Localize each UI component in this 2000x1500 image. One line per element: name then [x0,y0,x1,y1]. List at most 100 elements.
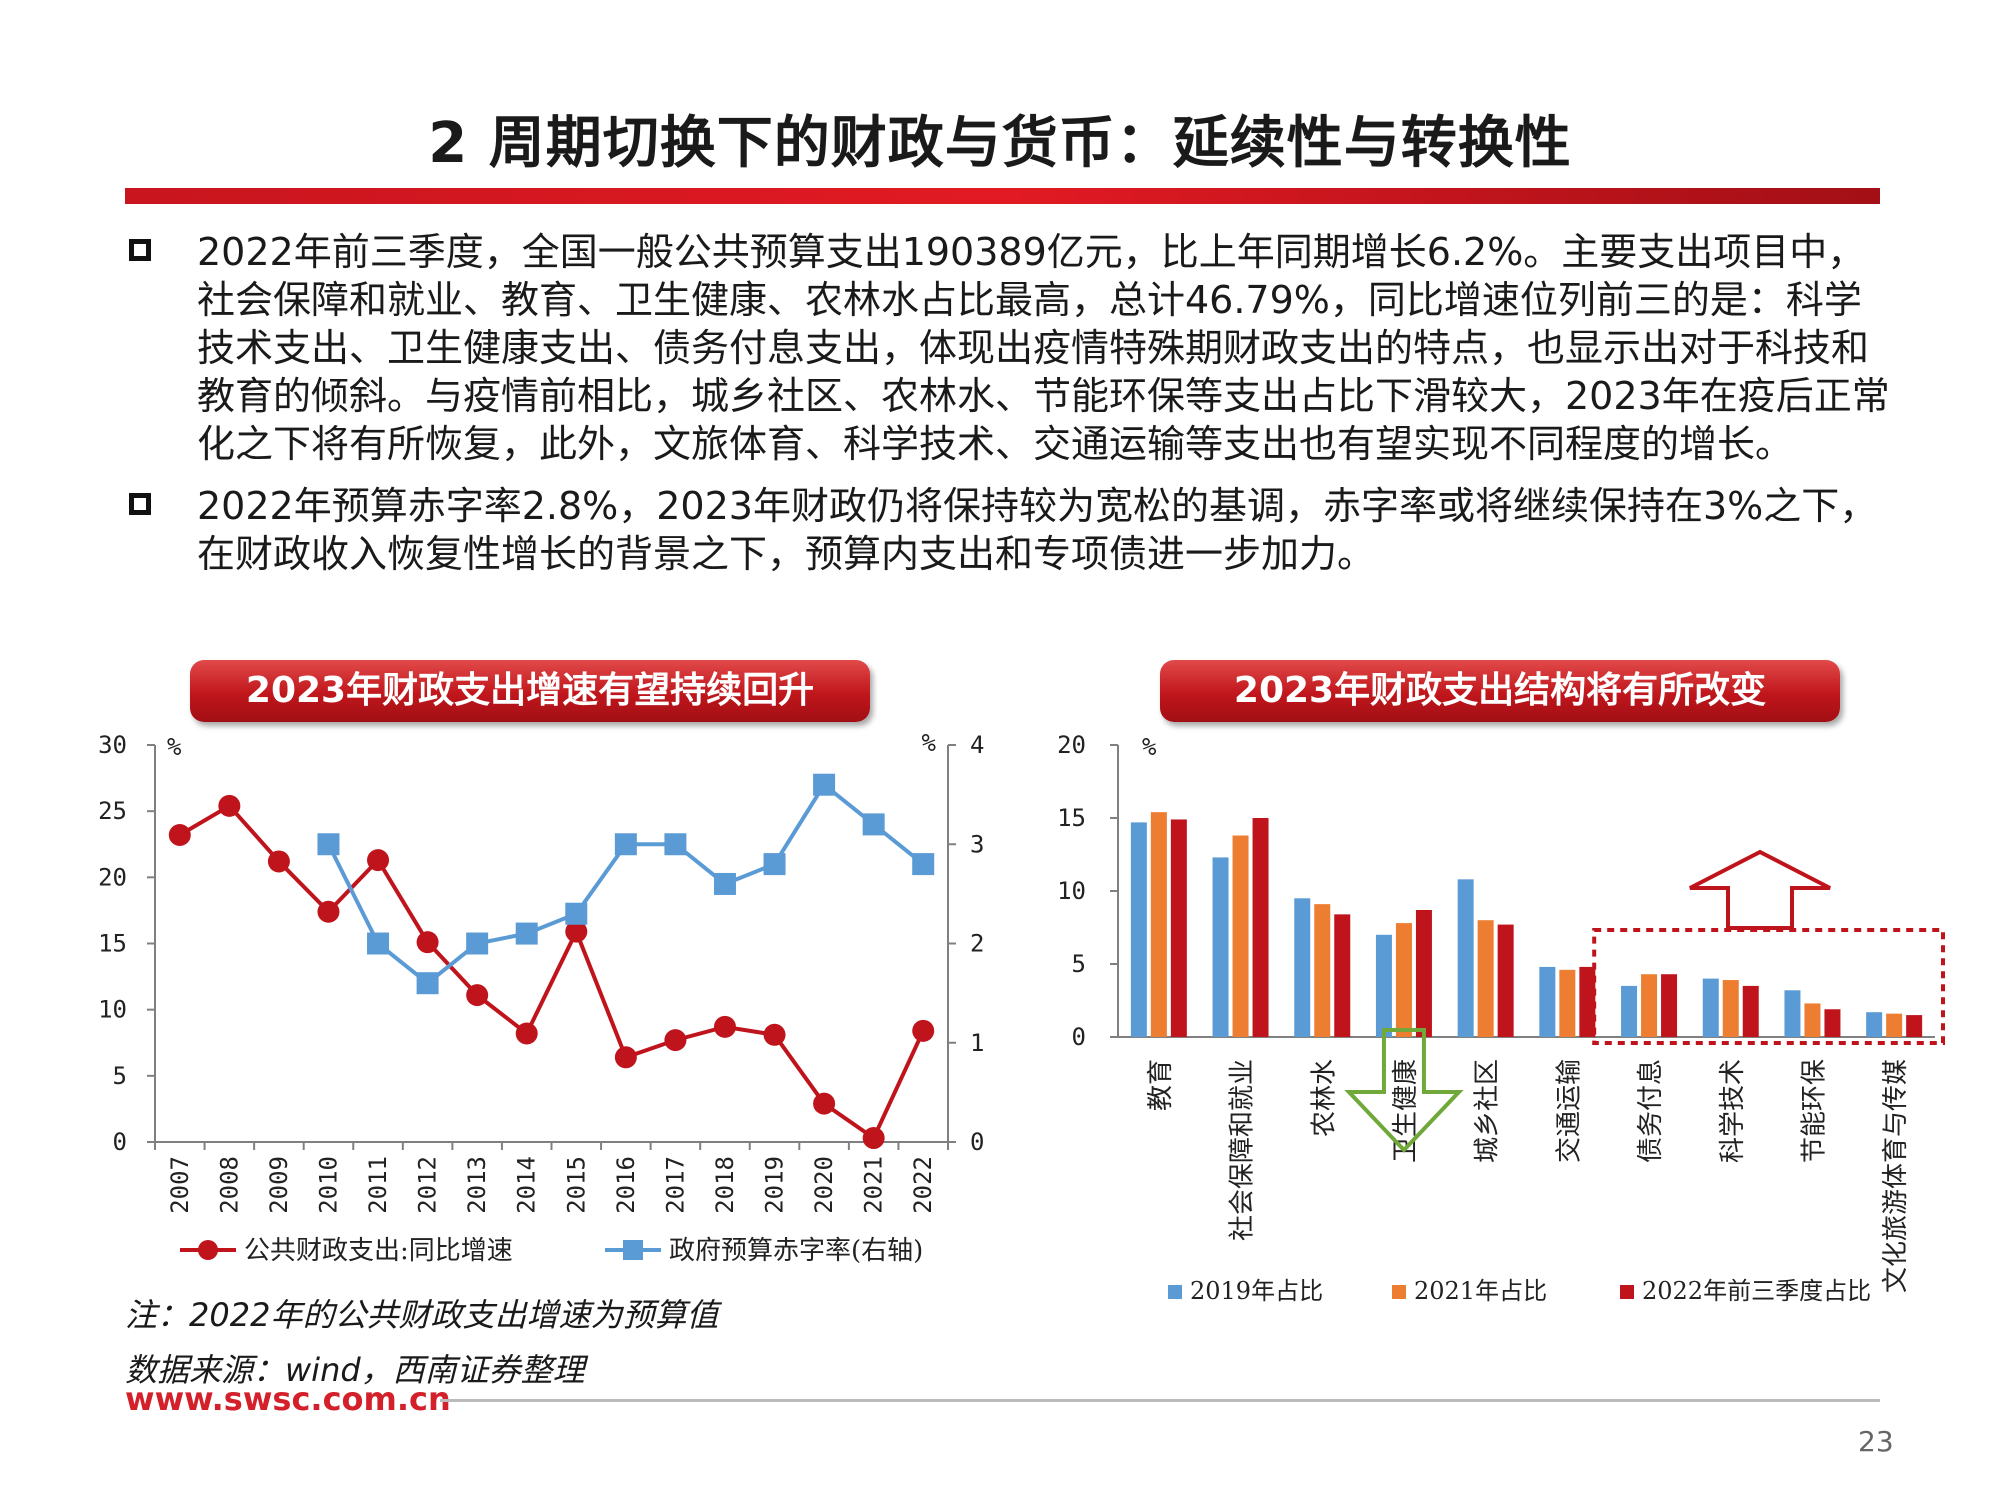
data-point [664,833,687,856]
data-point [466,984,489,1007]
data-point [912,853,935,876]
legend-label: 2021年占比 [1414,1277,1547,1305]
data-point [713,1015,736,1038]
y-tick-label: 10 [1057,877,1086,905]
y-tick-label: 5 [1072,950,1086,978]
y-right-tick-label: 4 [970,731,984,759]
legend-label: 政府预算赤字率(右轴) [669,1236,923,1266]
y-left-tick-label: 10 [98,996,127,1024]
bar [1314,904,1331,1037]
bar [1621,985,1638,1037]
bar [1294,898,1311,1037]
y-left-unit: % [167,733,182,761]
bullet-item: 2022年预算赤字率2.8%，2023年财政仍将保持较为宽松的基调，赤字率或将继… [125,482,1895,578]
data-source: 数据来源：wind，西南证券整理 [125,1351,585,1389]
bar [1804,1003,1821,1037]
x-tick-label: 教育 [1146,1059,1176,1111]
legend-label: 2019年占比 [1190,1277,1323,1305]
y-right-unit: % [922,729,937,757]
legend-marker [198,1240,218,1260]
x-tick-label: 2012 [414,1156,442,1214]
bullet-list: 2022年前三季度，全国一般公共预算支出190389亿元，比上年同期增长6.2%… [125,228,1895,592]
x-tick-label: 2017 [661,1156,689,1214]
y-tick-label: 15 [1057,804,1086,832]
bar [1497,924,1514,1037]
bar [1866,1012,1883,1037]
y-tick-label: 20 [1057,731,1086,759]
y-right-tick-label: 2 [970,930,984,958]
data-point [515,922,538,945]
data-point [813,773,836,796]
series-line [178,803,926,1142]
chart-note: 注：2022年的公共财政支出增速为预算值 [125,1296,719,1334]
page-number: 23 [1858,1425,1894,1458]
bar [1702,978,1719,1037]
data-point [565,920,588,943]
bar [1641,974,1658,1037]
y-left-tick-label: 15 [98,930,127,958]
bar [1539,966,1556,1037]
bar [1252,818,1269,1037]
x-tick-label: 2010 [314,1156,342,1214]
data-point [862,1127,885,1150]
data-point [466,932,489,955]
x-tick-label: 2013 [463,1156,491,1214]
bar [1130,822,1147,1037]
left-chart-title-banner: 2023年财政支出增速有望持续回升 [190,660,870,722]
bar [1742,985,1759,1037]
bar [1906,1015,1923,1037]
data-point [367,932,390,955]
data-point [168,823,191,846]
data-point [763,1023,786,1046]
bar [1395,923,1412,1037]
data-point [317,900,340,923]
bar [1334,914,1351,1037]
page-title: 2 周期切换下的财政与货币：延续性与转换性 [428,111,1572,176]
x-tick-label: 2016 [612,1156,640,1214]
bar [1886,1013,1903,1037]
x-tick-label: 2008 [215,1156,243,1214]
footer-divider [440,1399,1880,1402]
y-left-tick-label: 30 [98,731,127,759]
x-tick-label: 2015 [562,1156,590,1214]
x-tick-label: 文化旅游体育与传媒 [1881,1059,1911,1293]
bullet-text: 2022年预算赤字率2.8%，2023年财政仍将保持较为宽松的基调，赤字率或将继… [197,484,1878,576]
data-point [515,1022,538,1045]
y-left-tick-label: 20 [98,863,127,891]
data-point [614,833,637,856]
bar [1415,909,1432,1037]
bar [1661,974,1678,1037]
x-tick-label: 社会保障和就业 [1228,1059,1258,1241]
x-tick-label: 2022 [909,1156,937,1214]
bar [1212,857,1229,1037]
up-arrow-icon [1689,849,1831,930]
x-tick-label: 2014 [513,1156,541,1214]
square-bullet-icon [129,493,151,515]
bar [1170,819,1187,1037]
bar [1559,969,1576,1037]
x-tick-label: 农林水 [1309,1059,1339,1137]
bar [1150,812,1167,1037]
website-link[interactable]: www.swsc.com.cn [125,1380,451,1418]
data-point [614,1046,637,1069]
data-point [267,850,290,873]
y-right-tick-label: 0 [970,1128,984,1156]
y-right-tick-label: 3 [970,830,984,858]
x-tick-label: 交通运输 [1554,1059,1584,1163]
y-tick-label: 0 [1072,1023,1086,1051]
title-underline-bar [125,188,1880,204]
up-arrow-guide [1684,808,1830,886]
y-left-tick-label: 0 [113,1128,127,1156]
legend-swatch [1620,1285,1634,1299]
bar [1722,980,1739,1037]
legend-swatch [1392,1285,1406,1299]
data-point [912,1019,935,1042]
x-tick-label: 节能环保 [1799,1059,1829,1163]
data-point [813,1092,836,1115]
legend-marker [623,1240,643,1260]
data-point [565,902,588,925]
x-tick-label: 2007 [166,1156,194,1214]
legend-label: 2022年前三季度占比 [1642,1277,1871,1305]
bar [1477,920,1494,1037]
